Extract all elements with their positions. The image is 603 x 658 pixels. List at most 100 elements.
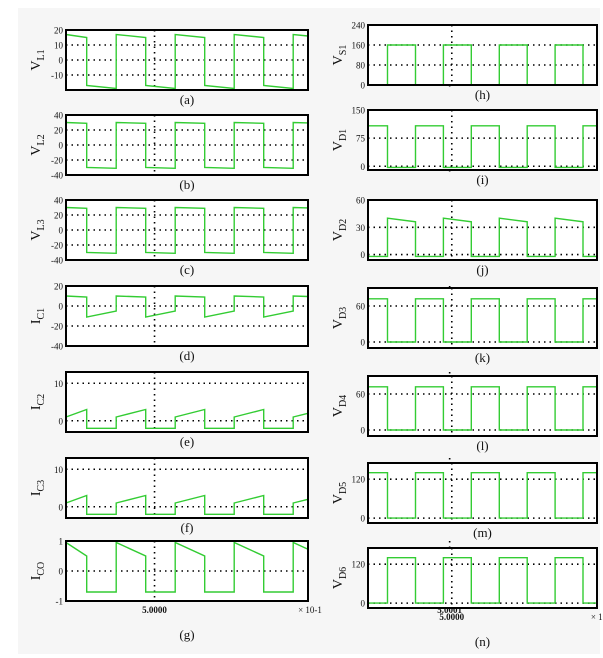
plot-area <box>368 200 597 260</box>
panel-caption: (l) <box>476 438 488 453</box>
y-tick-label: -20 <box>51 156 63 166</box>
plot-frame <box>367 462 598 524</box>
y-tick-label: 0 <box>59 502 64 512</box>
y-tick-label: 60 <box>356 196 366 206</box>
panel-h: 240 160 80 0 VS1 (h) <box>331 21 598 102</box>
panel-g: 10-1ICO(g)5.00005.00015.00025.00035.0004… <box>29 537 463 643</box>
plot-frame <box>367 109 598 171</box>
y-tick-label: 10 <box>54 379 64 389</box>
y-tick-label: 80 <box>356 61 366 71</box>
y-tick-label: 0 <box>361 162 366 172</box>
panel-caption: (a) <box>180 92 194 107</box>
panel-b: 40 20 0 -20 -40 VL2 (b) <box>29 111 451 192</box>
panel-caption: (i) <box>476 172 488 187</box>
y-tick-label: 0 <box>59 567 64 577</box>
x-tick-label: 5.0000 <box>439 612 464 622</box>
panel-caption: (g) <box>179 627 194 642</box>
trace-a <box>65 33 309 90</box>
y-tick-label: 120 <box>352 475 366 485</box>
y-tick-label: -10 <box>51 71 63 81</box>
trace-m <box>368 472 597 519</box>
trace-j <box>367 217 597 258</box>
y-axis-label: VD2 <box>331 219 349 241</box>
y-tick-label: 60 <box>356 302 366 312</box>
y-axis-label: VL3 <box>29 219 47 240</box>
y-tick-label: 0 <box>59 56 64 66</box>
y-tick-label: 40 <box>54 111 64 121</box>
panel-caption: (e) <box>180 434 194 449</box>
y-tick-label: 10 <box>54 465 64 475</box>
trace-g <box>65 541 309 593</box>
panel-caption: (c) <box>180 262 194 277</box>
y-axis-label: IC2 <box>29 394 47 410</box>
y-tick-label: 0 <box>59 416 64 426</box>
y-tick-label: 0 <box>361 338 366 348</box>
y-tick-label: 10 <box>54 41 64 51</box>
y-axis-label: ICO <box>29 562 47 581</box>
plot-frame <box>367 199 598 261</box>
y-tick-label: 30 <box>356 223 366 233</box>
plot-area <box>368 288 597 348</box>
trace-n <box>367 557 597 604</box>
trace-i <box>368 125 597 169</box>
plot-area <box>66 372 308 432</box>
y-tick-label: 0 <box>361 426 366 436</box>
plot-frame <box>367 24 598 86</box>
plot-frame <box>65 29 309 91</box>
y-axis-label: IC1 <box>29 308 47 324</box>
trace-b <box>65 121 309 170</box>
panel-caption: (n) <box>475 634 490 649</box>
panel-m: 120 0 VD5 (m) <box>331 462 598 540</box>
trace-d <box>65 295 309 318</box>
y-tick-label: 240 <box>352 21 366 31</box>
y-tick-label: -40 <box>51 342 63 352</box>
y-axis-label: VL2 <box>29 134 47 155</box>
plot-frame <box>367 287 598 349</box>
y-tick-label: 20 <box>54 126 64 136</box>
y-axis-label: IC3 <box>29 480 47 496</box>
y-tick-label: 20 <box>54 282 64 292</box>
y-tick-label: -20 <box>51 241 63 251</box>
plot-frame <box>65 199 309 261</box>
panel-k: 60 0 VD3 (k) <box>331 287 598 365</box>
y-tick-label: 1 <box>59 537 64 547</box>
x-tick-label: 5.0001 <box>437 605 462 615</box>
plot-area <box>368 110 597 170</box>
panel-caption: (j) <box>476 262 488 277</box>
panel-d: 20 0 -20 -40 IC1 (d) <box>29 282 451 363</box>
panel-caption: (f) <box>181 520 194 535</box>
panel-caption: (h) <box>475 87 490 102</box>
y-tick-label: 120 <box>352 560 366 570</box>
plot-area <box>66 458 308 518</box>
plot-area <box>368 25 597 85</box>
y-tick-label: 20 <box>54 26 64 36</box>
panel-f: 10 0 IC3 (f) <box>29 457 451 535</box>
y-tick-label: 40 <box>54 196 64 206</box>
y-tick-label: 0 <box>361 514 366 524</box>
panel-e: 10 0 IC2 (e) <box>29 371 451 449</box>
panel-caption: (m) <box>473 525 492 540</box>
y-tick-label: 0 <box>59 141 64 151</box>
plot-frame <box>367 375 598 437</box>
trace-k <box>368 298 597 343</box>
plot-frame <box>367 547 598 609</box>
panel-i: 150 75 0 VD1 (i) <box>331 106 598 187</box>
panel-caption: (b) <box>179 177 194 192</box>
y-tick-label: 0 <box>59 226 64 236</box>
y-axis-label: VD1 <box>331 129 349 151</box>
y-axis-label: VD4 <box>331 395 349 417</box>
y-tick-label: -40 <box>51 171 63 181</box>
y-axis-label: VS1 <box>331 45 349 66</box>
y-tick-label: -1 <box>56 597 64 607</box>
y-axis-label: VD3 <box>331 307 349 329</box>
panel-caption: (d) <box>179 348 194 363</box>
plot-frame <box>65 457 309 519</box>
y-axis-label: VD6 <box>331 567 349 589</box>
plot-area <box>368 376 597 436</box>
y-tick-label: -20 <box>51 322 63 332</box>
panel-n: 1200VD6(n)5.00005.00015.00025.00035.0004… <box>331 547 603 649</box>
trace-e <box>65 408 309 429</box>
panel-l: 60 0 VD4 (l) <box>331 375 598 453</box>
plot-frame <box>65 114 309 176</box>
